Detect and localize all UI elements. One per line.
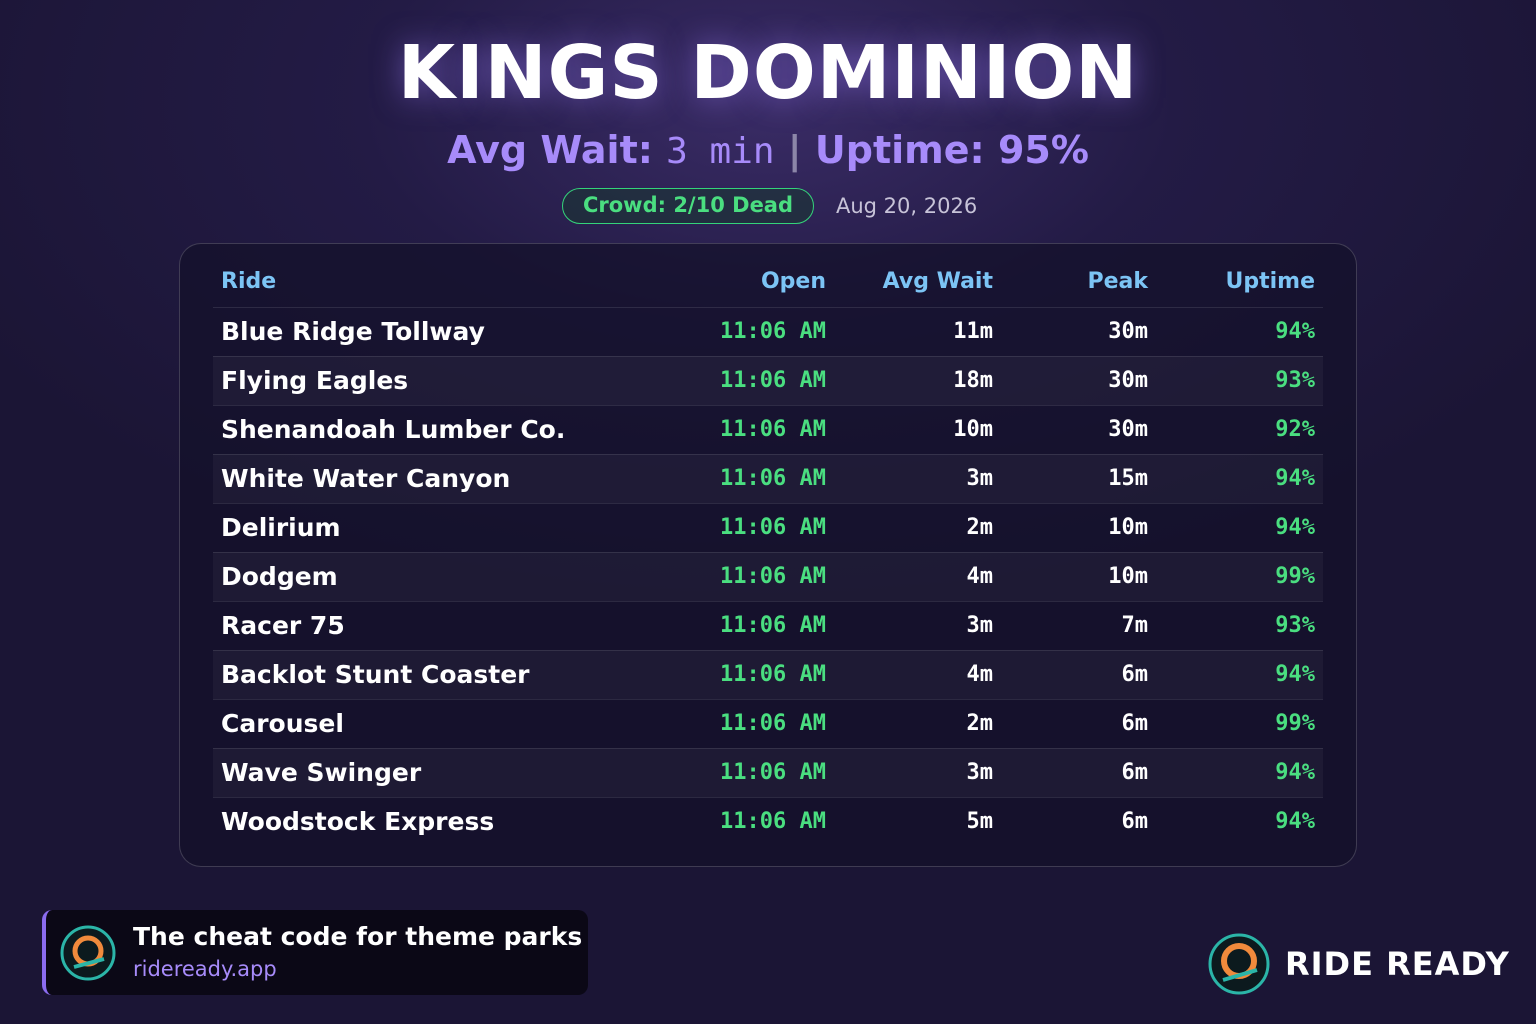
logo [60,925,116,981]
avg-wait: 4m [966,564,994,589]
table-row [213,797,1323,846]
peak-wait: 30m [1108,417,1148,442]
open-time: 11:06 AM [720,809,826,834]
open-time: 11:06 AM [720,613,826,638]
peak-wait: 30m [1108,319,1148,344]
brand-logo [1208,933,1270,995]
avg-wait: 3m [966,760,994,785]
uptime: 94% [1275,809,1315,834]
peak-wait: 6m [1121,662,1149,687]
table-row [213,650,1323,699]
uptime: 94% [1275,319,1315,344]
table-row [213,699,1323,748]
peak-wait: 30m [1108,368,1148,393]
uptime: Uptime: 95% [814,128,1089,172]
avg-wait: 2m [966,711,994,736]
open-time: 11:06 AM [720,711,826,736]
table-row [213,552,1323,601]
ride-name: Flying Eagles [221,366,409,395]
avg-wait: 18m [953,368,993,393]
uptime: 99% [1275,564,1315,589]
date: Aug 20, 2026 [836,194,978,218]
open-time: 11:06 AM [720,760,826,785]
table-row [213,454,1323,503]
table-row [213,601,1323,650]
peak-wait: 6m [1121,711,1149,736]
column-header: Avg Wait [882,269,993,294]
peak-wait: 10m [1108,515,1148,540]
separator: | [787,128,802,172]
title: KINGS DOMINION [397,30,1139,116]
ride-name: Backlot Stunt Coaster [221,660,530,689]
avg-wait: 3m [966,466,994,491]
open-time: 11:06 AM [720,515,826,540]
ride-name: Delirium [221,513,341,542]
url: rideready.app [133,957,277,981]
uptime: 92% [1275,417,1315,442]
tagline: The cheat code for theme parks [133,922,583,951]
uptime: 94% [1275,760,1315,785]
table-row [213,503,1323,552]
stats: Avg Wait: 3 min | Uptime: 95% [0,128,1536,172]
avg-wait: 11m [953,319,993,344]
column-header: Peak [1087,269,1148,294]
uptime: 99% [1275,711,1315,736]
table-row [213,307,1323,356]
peak-wait: 10m [1108,564,1148,589]
table-row [213,748,1323,797]
open-time: 11:06 AM [720,662,826,687]
column-header: Uptime [1225,269,1315,294]
ride-name: Dodgem [221,562,338,591]
avg-wait-value: 3 min [666,131,775,172]
open-time: 11:06 AM [720,368,826,393]
table-row [213,356,1323,405]
ride-name: Shenandoah Lumber Co. [221,415,566,444]
ride-name: Wave Swinger [221,758,422,787]
table-card [179,243,1357,867]
uptime: 93% [1275,368,1315,393]
avg-wait: 3m [966,613,994,638]
open-time: 11:06 AM [720,319,826,344]
peak-wait: 15m [1108,466,1148,491]
avg-wait: 2m [966,515,994,540]
peak-wait: 7m [1121,613,1149,638]
avg-wait: 5m [966,809,994,834]
peak-wait: 6m [1121,760,1149,785]
open-time: 11:06 AM [720,564,826,589]
uptime: 94% [1275,662,1315,687]
brand: RIDE READY [1285,945,1510,983]
avg-wait: 4m [966,662,994,687]
column-header: Open [760,269,826,294]
ride-name: Blue Ridge Tollway [221,317,485,346]
peak-wait: 6m [1121,809,1149,834]
ride-name: Carousel [221,709,344,738]
footer-box [42,910,588,995]
avg-wait-label: Avg Wait: [447,128,653,172]
open-time: 11:06 AM [720,417,826,442]
table-row [213,405,1323,454]
ride-name: White Water Canyon [221,464,511,493]
avg-wait: 10m [953,417,993,442]
ride-name: Woodstock Express [221,807,495,836]
uptime: 94% [1275,466,1315,491]
ride-name: Racer 75 [221,611,345,640]
uptime: 94% [1275,515,1315,540]
column-header: Ride [221,269,277,294]
crowd-badge: Crowd: 2/10 Dead [562,188,814,224]
uptime: 93% [1275,613,1315,638]
open-time: 11:06 AM [720,466,826,491]
